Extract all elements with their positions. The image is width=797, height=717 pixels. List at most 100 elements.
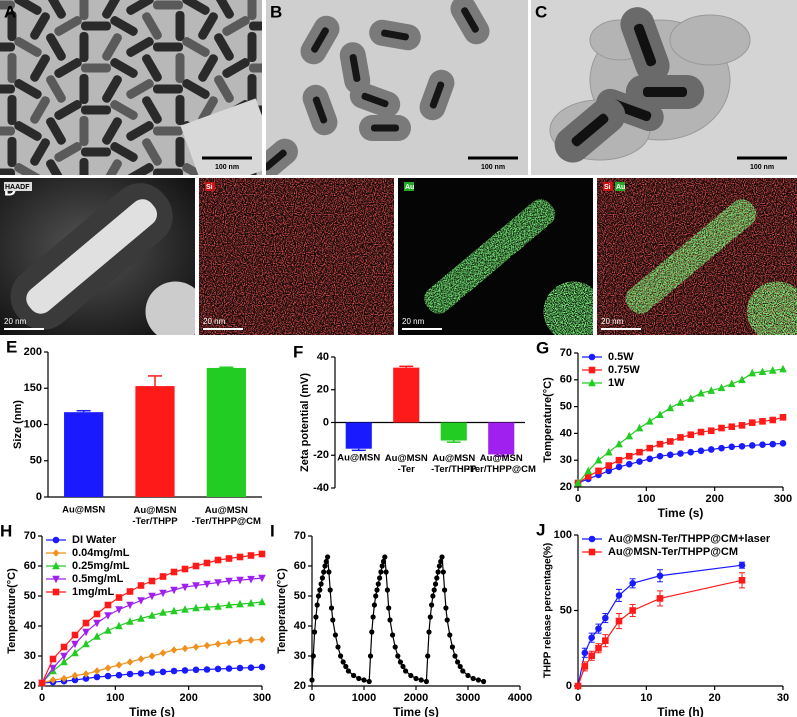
core [349, 54, 361, 82]
x-tick-label: Au@MSN -Ter/THPP [132, 505, 178, 527]
marker [52, 588, 60, 596]
y-tick-label: 0 [36, 491, 42, 503]
nanorod [46, 75, 66, 103]
x-tick-label: 3000 [456, 692, 480, 704]
micrograph [531, 0, 797, 175]
x-tick-label: Au@MSN [62, 505, 105, 516]
core [371, 124, 399, 132]
marker [768, 366, 777, 374]
marker [82, 670, 90, 678]
marker [361, 677, 367, 683]
marker [625, 431, 634, 440]
marker [170, 606, 178, 615]
x-axis-label: Time (s) [658, 506, 704, 520]
y-tick-label: 50 [560, 401, 572, 413]
bar [206, 367, 246, 497]
marker [449, 644, 455, 650]
marker [137, 597, 145, 605]
marker [170, 646, 178, 654]
panel-label: E [6, 337, 17, 356]
scale-bar-label: 100 nm [750, 164, 774, 171]
marker [93, 619, 101, 628]
marker [748, 368, 757, 377]
marker [629, 580, 636, 587]
nanorod [126, 37, 154, 57]
marker [427, 614, 433, 620]
marker [323, 558, 329, 565]
marker [738, 422, 746, 429]
nanorod [79, 116, 89, 146]
nanorod [142, 54, 162, 82]
marker [369, 629, 375, 635]
marker [258, 574, 266, 583]
nanorod [54, 142, 82, 162]
marker [115, 594, 123, 601]
marker [60, 674, 68, 683]
legend-label: 0.75W [608, 364, 640, 376]
nanorod [142, 12, 162, 40]
marker [115, 671, 123, 679]
marker [351, 672, 357, 679]
marker [148, 611, 156, 619]
micrograph [266, 0, 528, 175]
y-tick-label: 100 [24, 418, 42, 430]
y-tick-label: 30 [560, 454, 572, 466]
marker [192, 666, 200, 674]
marker [71, 676, 79, 684]
marker [374, 587, 380, 593]
marker [738, 561, 746, 569]
marker [738, 442, 746, 450]
micrograph [0, 0, 262, 175]
nanorod [7, 11, 17, 41]
marker [656, 410, 664, 418]
micrograph [0, 178, 195, 335]
nanorod [214, 33, 234, 61]
marker [584, 472, 592, 480]
nanorod [110, 142, 138, 162]
marker [602, 637, 609, 644]
marker [588, 366, 596, 374]
au-map [543, 281, 593, 335]
x-tick-label: 100 [106, 692, 124, 704]
marker [60, 652, 68, 661]
marker [717, 383, 726, 392]
marker [779, 364, 787, 373]
x-tick-label: Au@MSN -Ter/THPP@CM [467, 453, 536, 475]
marker [332, 632, 338, 638]
marker [718, 444, 725, 452]
legend-label: DI Water [72, 534, 117, 546]
marker [697, 447, 705, 455]
marker [104, 601, 112, 609]
y-axis-label: Temperature(°C) [6, 568, 18, 654]
marker [104, 672, 112, 680]
marker [314, 602, 320, 608]
x-tick-label: 10 [640, 692, 652, 704]
marker [115, 661, 123, 669]
micrograph [597, 178, 797, 335]
nanorod [110, 100, 138, 120]
marker [728, 443, 736, 451]
y-axis-label: Zeta potential (mV) [299, 373, 311, 472]
marker [71, 671, 79, 680]
marker [629, 607, 636, 614]
marker [646, 444, 654, 452]
panel-label: G [536, 338, 549, 357]
marker [581, 649, 589, 657]
nanorod [14, 121, 42, 141]
marker [390, 632, 396, 638]
y-tick-label: 40 [560, 427, 572, 439]
marker [181, 644, 189, 653]
x-tick-label: 300 [774, 493, 792, 505]
element-tag: Au [405, 184, 414, 191]
marker [345, 668, 351, 674]
marker [646, 455, 654, 463]
marker [71, 631, 79, 639]
marker [192, 603, 200, 612]
nanorod [46, 117, 66, 145]
marker [387, 617, 393, 623]
core [311, 27, 329, 53]
nanorod [126, 121, 154, 141]
core [381, 29, 409, 41]
marker [159, 573, 167, 580]
core [266, 149, 287, 171]
